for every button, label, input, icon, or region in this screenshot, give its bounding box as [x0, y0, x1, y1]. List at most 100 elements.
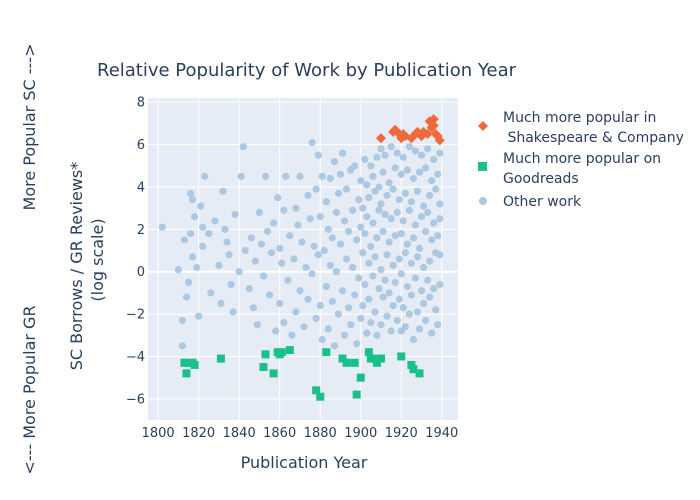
- legend-label-goodreads-line1: Much more popular on: [503, 151, 661, 167]
- other-work-point: [304, 295, 312, 303]
- legend-marker-goodreads: [478, 162, 487, 171]
- other-work-point: [428, 329, 436, 337]
- other-work-point: [308, 138, 316, 147]
- other-work-point: [369, 172, 377, 180]
- other-work-point: [393, 316, 401, 325]
- y-tick-label: 6: [137, 138, 145, 153]
- other-work-point: [359, 302, 367, 310]
- other-work-point: [391, 164, 399, 172]
- other-work-point: [225, 251, 233, 259]
- other-work-point: [223, 238, 231, 246]
- side-label-more-popular-sc: More Popular SC --->: [20, 44, 39, 211]
- other-work-point: [377, 321, 385, 329]
- other-work-point: [308, 270, 316, 278]
- other-work-point: [265, 291, 274, 299]
- other-work-point: [201, 172, 209, 180]
- other-work-point: [365, 295, 373, 303]
- other-work-point: [397, 170, 405, 178]
- other-work-point: [314, 251, 322, 259]
- other-work-point: [409, 335, 418, 344]
- other-work-point: [239, 143, 247, 151]
- other-work-point: [253, 321, 262, 329]
- goodreads-point: [182, 369, 191, 378]
- other-work-point: [383, 251, 391, 259]
- y-axis-title-line2: (log scale): [88, 218, 107, 301]
- other-work-point: [237, 172, 245, 180]
- other-work-point: [405, 206, 413, 214]
- other-work-point: [415, 244, 424, 253]
- other-work-point: [280, 206, 288, 214]
- other-work-point: [434, 232, 442, 240]
- other-work-point: [428, 236, 436, 244]
- other-work-point: [336, 170, 345, 178]
- other-work-point: [367, 162, 375, 170]
- goodreads-point: [277, 348, 286, 357]
- other-work-point: [377, 145, 385, 153]
- other-work-point: [336, 240, 345, 248]
- other-work-point: [434, 321, 442, 329]
- other-work-point: [249, 304, 257, 312]
- other-work-point: [379, 168, 387, 176]
- x-tick-labels: 1800 1820 1840 1860 1880 1900 1920 1940: [142, 426, 459, 441]
- other-work-point: [158, 223, 166, 231]
- other-work-point: [397, 229, 405, 238]
- other-work-point: [395, 255, 403, 263]
- other-work-point: [191, 213, 199, 221]
- other-work-point: [377, 200, 385, 208]
- other-work-point: [387, 215, 395, 223]
- goodreads-point: [259, 363, 268, 372]
- other-work-point: [426, 257, 434, 265]
- other-work-point: [409, 234, 418, 242]
- y-tick-label: 2: [137, 223, 145, 238]
- other-work-point: [326, 174, 334, 183]
- other-work-point: [393, 149, 401, 157]
- goodreads-point: [415, 369, 424, 378]
- other-work-point: [284, 276, 292, 284]
- x-tick-label: 1920: [385, 426, 418, 441]
- other-work-point: [320, 246, 328, 255]
- other-work-point: [205, 229, 213, 238]
- other-work-point: [385, 179, 393, 187]
- other-work-point: [389, 185, 397, 193]
- other-work-point: [245, 285, 253, 293]
- other-work-point: [342, 255, 351, 263]
- other-work-point: [276, 244, 284, 253]
- other-work-point: [247, 234, 255, 242]
- other-work-point: [359, 249, 367, 257]
- other-work-point: [417, 287, 426, 295]
- other-work-point: [387, 327, 395, 335]
- other-work-point: [351, 291, 359, 299]
- other-work-point: [288, 331, 296, 339]
- other-work-point: [428, 177, 436, 185]
- other-work-point: [411, 221, 420, 229]
- other-work-point: [421, 164, 430, 172]
- other-work-point: [332, 268, 341, 276]
- other-work-point: [375, 183, 383, 191]
- other-work-point: [298, 238, 306, 246]
- x-tick-label: 1800: [142, 426, 175, 441]
- y-tick-label: 4: [137, 180, 145, 195]
- other-work-points: [158, 138, 444, 350]
- other-work-point: [432, 185, 440, 193]
- other-work-point: [197, 202, 205, 210]
- goodreads-point: [407, 360, 416, 369]
- other-work-point: [399, 153, 407, 161]
- other-work-point: [235, 268, 243, 276]
- other-work-point: [267, 249, 276, 257]
- other-work-point: [395, 295, 403, 303]
- y-tick-label: −6: [126, 392, 145, 407]
- other-work-point: [413, 187, 422, 195]
- other-work-point: [326, 261, 334, 269]
- legend: Much more popular in Shakespeare & Compa…: [478, 110, 684, 210]
- other-work-point: [363, 213, 371, 221]
- other-work-point: [199, 242, 207, 250]
- other-work-point: [342, 185, 351, 193]
- other-work-point: [344, 227, 353, 236]
- other-work-point: [411, 147, 420, 155]
- other-work-point: [415, 325, 424, 333]
- other-work-point: [241, 246, 249, 255]
- other-work-point: [280, 318, 288, 327]
- legend-label-shakespeare-line1: Much more popular in: [503, 110, 656, 126]
- other-work-point: [421, 316, 430, 325]
